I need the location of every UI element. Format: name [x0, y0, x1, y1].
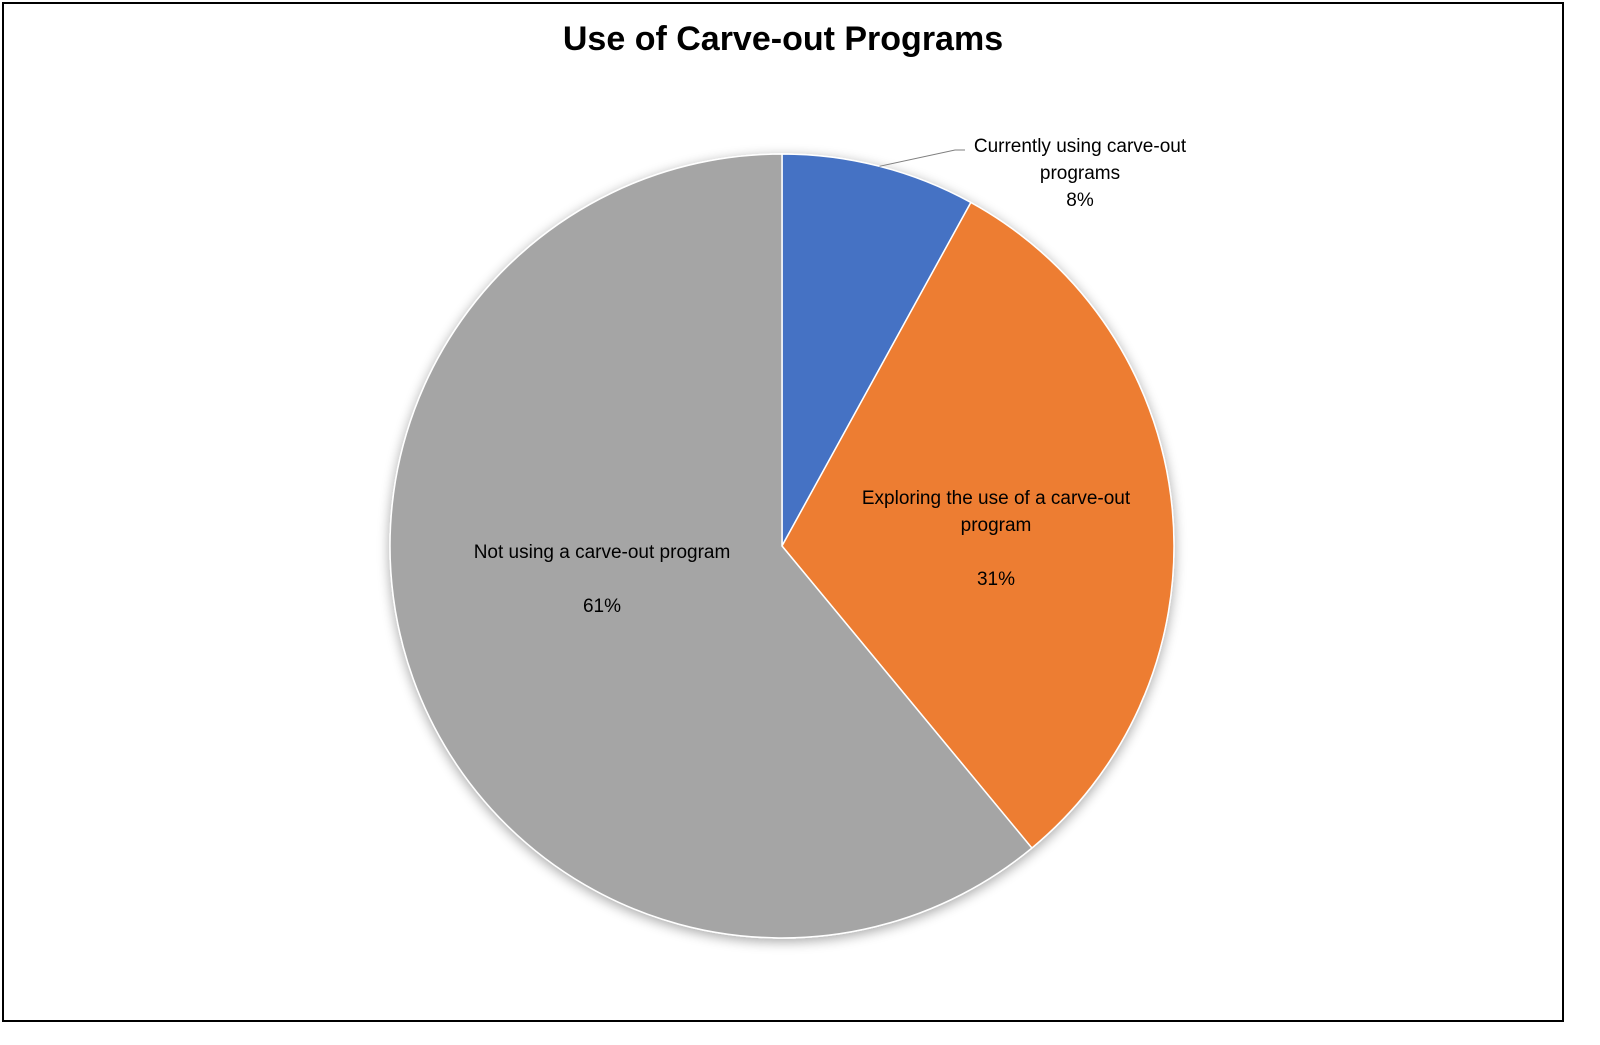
slice-label: Not using a carve-out program [474, 542, 731, 563]
slice-label-line: Not using a carve-out program [474, 542, 731, 563]
slice-value-label: 31% [977, 569, 1015, 590]
slice-label-line: programs [1040, 163, 1120, 184]
slice-label-line: Exploring the use of a carve-out [862, 488, 1131, 509]
pie-slice [781, 153, 972, 547]
slice-value-label: 61% [583, 596, 621, 617]
chart-title: Use of Carve-out Programs [562, 20, 1004, 58]
slice-label-line: Currently using carve-out [974, 136, 1187, 157]
slice-value-label: 8% [1066, 190, 1094, 211]
slice-label-line: program [961, 515, 1032, 536]
slice-label: Exploring the use of a carve-out program [862, 488, 1131, 536]
pie-slice [389, 153, 1033, 939]
pie-slices [389, 153, 1175, 939]
pie-labels: Currently using carve-out programs 8% Explo… [474, 136, 1187, 617]
leader-line [879, 149, 965, 167]
pie-slice [781, 201, 1175, 850]
slice-label: Currently using carve-out programs [974, 136, 1187, 184]
